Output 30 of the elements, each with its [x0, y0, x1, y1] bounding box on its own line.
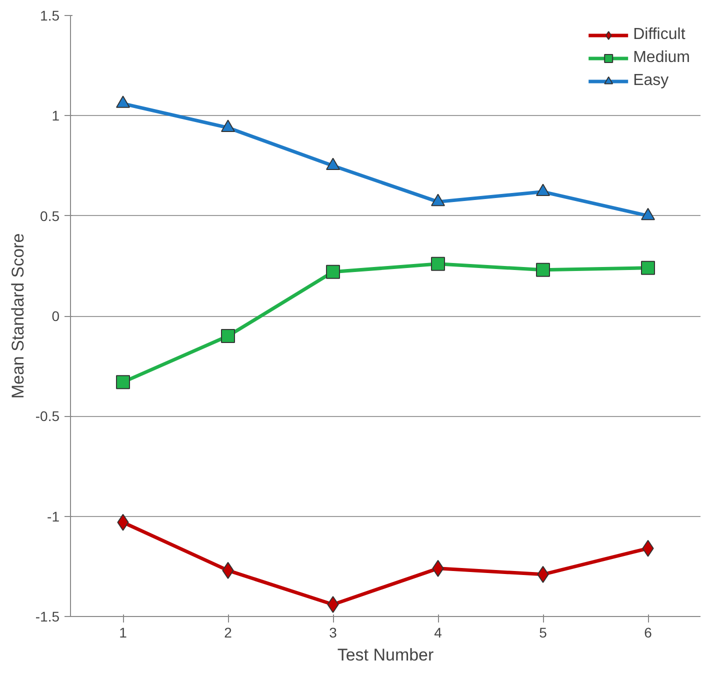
point — [116, 96, 130, 108]
x-tick-label: 5 — [539, 624, 548, 640]
point — [431, 194, 445, 206]
point — [536, 262, 550, 277]
y-tick-label: 0.5 — [40, 208, 60, 224]
x-tick-label: 2 — [224, 624, 232, 640]
y-tick-label: 0 — [52, 308, 60, 324]
x-axis-title: Test Number — [337, 646, 434, 664]
y-tick-label: -1 — [47, 508, 60, 524]
point — [116, 375, 130, 390]
legend-label: Easy — [633, 72, 669, 90]
point — [221, 329, 235, 344]
point — [641, 208, 655, 220]
point — [431, 256, 445, 271]
legend-label: Medium — [633, 49, 690, 67]
x-tick-label: 1 — [119, 624, 128, 640]
y-tick-label: -0.5 — [35, 408, 60, 424]
point — [326, 158, 340, 170]
point — [326, 264, 340, 279]
y-axis-title: Mean Standard Score — [8, 233, 28, 399]
point — [536, 184, 550, 196]
legend-label: Difficult — [633, 26, 686, 44]
x-tick-label: 6 — [644, 624, 652, 640]
point — [641, 260, 655, 275]
y-tick-label: 1 — [52, 108, 60, 124]
x-tick-label: 4 — [434, 624, 442, 640]
point — [221, 120, 235, 132]
y-tick-label: -1.5 — [35, 608, 60, 624]
x-tick-label: 3 — [329, 624, 338, 640]
y-tick-label: 1.5 — [40, 8, 60, 24]
